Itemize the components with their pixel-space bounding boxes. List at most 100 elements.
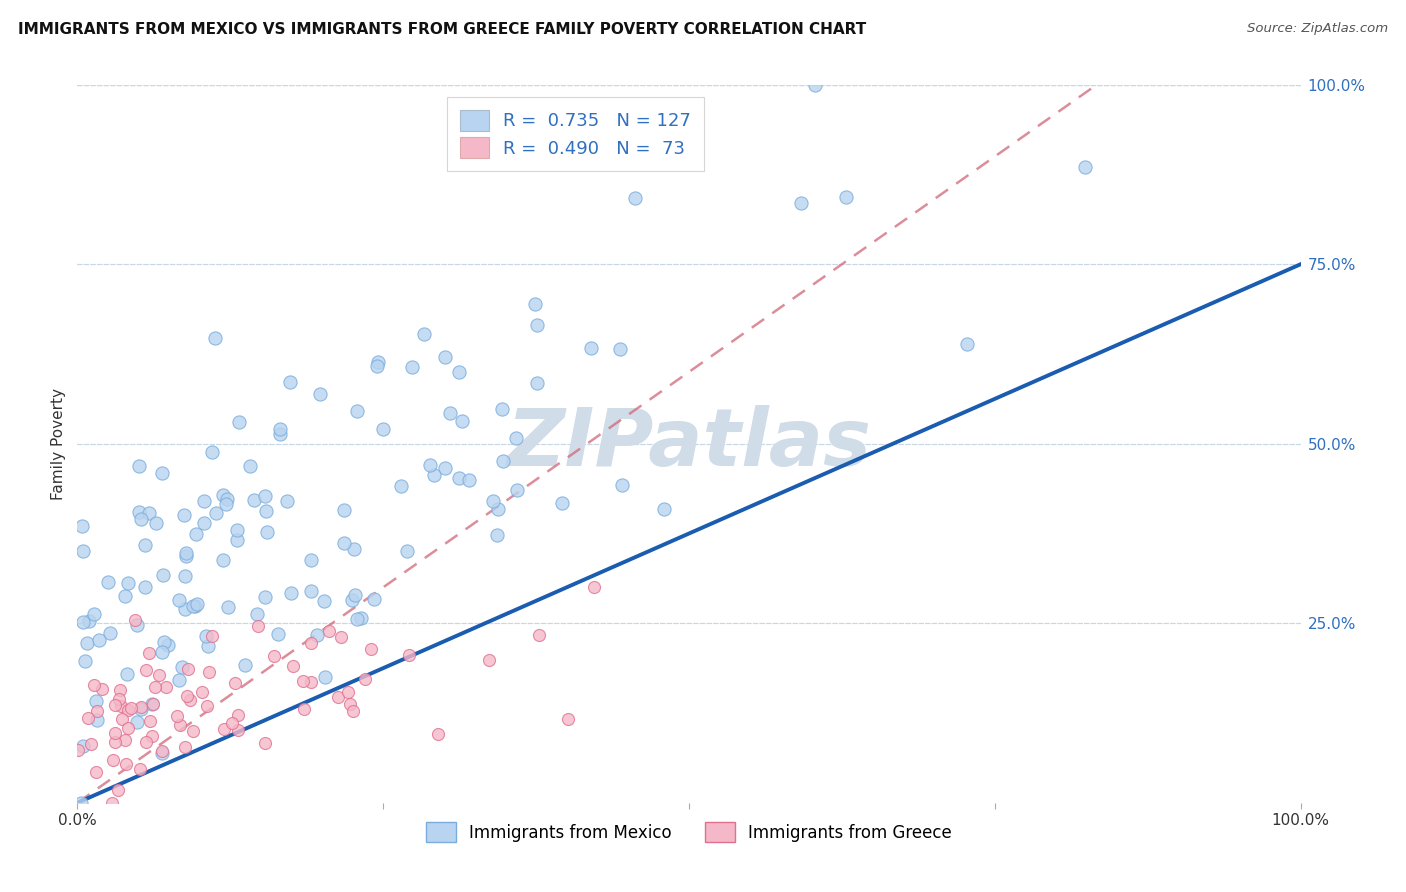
- Point: [339, 697, 361, 711]
- Point: [343, 588, 366, 602]
- Point: [129, 702, 152, 716]
- Point: [652, 501, 675, 516]
- Point: [299, 583, 322, 598]
- Point: [449, 365, 471, 379]
- Point: [350, 611, 373, 625]
- Text: IMMIGRANTS FROM MEXICO VS IMMIGRANTS FROM GREECE FAMILY POVERTY CORRELATION CHAR: IMMIGRANTS FROM MEXICO VS IMMIGRANTS FRO…: [18, 22, 866, 37]
- Point: [526, 318, 548, 332]
- Point: [366, 359, 388, 373]
- Point: [128, 762, 150, 776]
- Point: [253, 590, 276, 604]
- Point: [336, 685, 359, 699]
- Point: [579, 341, 602, 355]
- Point: [128, 505, 150, 519]
- Point: [526, 376, 548, 391]
- Point: [86, 704, 108, 718]
- Point: [491, 401, 513, 416]
- Point: [150, 466, 173, 480]
- Point: [401, 359, 423, 374]
- Point: [419, 458, 441, 472]
- Point: [135, 734, 157, 748]
- Point: [174, 549, 197, 563]
- Point: [84, 764, 107, 779]
- Point: [299, 674, 322, 689]
- Point: [233, 658, 256, 673]
- Point: [134, 538, 156, 552]
- Point: [128, 459, 150, 474]
- Point: [125, 715, 148, 730]
- Point: [72, 519, 94, 533]
- Point: [254, 489, 277, 503]
- Point: [184, 599, 207, 614]
- Point: [197, 665, 219, 679]
- Point: [167, 673, 190, 687]
- Point: [72, 544, 94, 558]
- Point: [835, 190, 858, 204]
- Point: [104, 698, 127, 713]
- Point: [91, 681, 114, 696]
- Point: [181, 724, 204, 739]
- Point: [181, 599, 204, 614]
- Point: [226, 533, 249, 547]
- Point: [371, 422, 394, 436]
- Point: [329, 631, 352, 645]
- Point: [956, 336, 979, 351]
- Point: [193, 516, 215, 530]
- Point: [449, 471, 471, 485]
- Point: [342, 593, 364, 607]
- Point: [228, 415, 250, 429]
- Point: [72, 615, 94, 629]
- Point: [72, 739, 94, 754]
- Point: [283, 659, 305, 673]
- Point: [135, 663, 157, 677]
- Point: [256, 525, 278, 540]
- Point: [221, 715, 243, 730]
- Point: [433, 461, 456, 475]
- Point: [398, 648, 420, 662]
- Point: [360, 641, 382, 656]
- Point: [155, 680, 177, 694]
- Point: [481, 494, 503, 508]
- Point: [412, 327, 434, 342]
- Point: [450, 413, 472, 427]
- Point: [134, 580, 156, 594]
- Point: [173, 508, 195, 523]
- Point: [150, 744, 173, 758]
- Point: [557, 712, 579, 726]
- Point: [246, 607, 269, 621]
- Point: [166, 708, 188, 723]
- Point: [108, 683, 131, 698]
- Point: [217, 600, 239, 615]
- Point: [239, 458, 262, 473]
- Point: [276, 493, 298, 508]
- Point: [152, 635, 174, 649]
- Point: [212, 488, 235, 502]
- Point: [318, 624, 340, 638]
- Point: [343, 541, 366, 556]
- Point: [224, 676, 246, 690]
- Point: [104, 735, 127, 749]
- Point: [486, 528, 509, 542]
- Point: [191, 685, 214, 699]
- Point: [150, 746, 173, 760]
- Point: [193, 494, 215, 508]
- Legend: R =  0.735   N = 127, R =  0.490   N =  73: R = 0.735 N = 127, R = 0.490 N = 73: [447, 97, 703, 170]
- Point: [179, 693, 201, 707]
- Point: [426, 727, 449, 741]
- Point: [145, 516, 167, 530]
- Point: [172, 659, 194, 673]
- Point: [266, 626, 288, 640]
- Point: [129, 511, 152, 525]
- Point: [184, 527, 207, 541]
- Point: [177, 662, 200, 676]
- Point: [363, 591, 385, 606]
- Point: [174, 569, 197, 583]
- Point: [269, 421, 291, 435]
- Point: [226, 723, 249, 737]
- Point: [100, 796, 122, 810]
- Point: [152, 568, 174, 582]
- Point: [195, 698, 218, 713]
- Point: [174, 602, 197, 616]
- Point: [83, 678, 105, 692]
- Point: [141, 697, 163, 711]
